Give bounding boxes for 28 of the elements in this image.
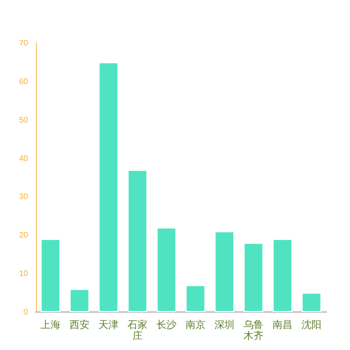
x-tick-label: 沈阳 (302, 319, 322, 331)
x-tick-label: 上海 (40, 319, 60, 331)
y-tick-label: 0 (24, 308, 29, 316)
x-tick-label: 石家庄 (128, 319, 148, 342)
x-tick-label: 南京 (186, 319, 206, 331)
y-tick-label: 50 (19, 115, 29, 124)
x-tick-label: 长沙 (156, 319, 176, 331)
y-tick-label: 70 (19, 38, 29, 48)
bar (214, 231, 234, 312)
x-tick-label: 乌鲁木齐 (244, 319, 264, 342)
y-tick-label: 10 (19, 269, 29, 278)
y-tick-label: 60 (19, 76, 29, 86)
y-tick-label: 30 (19, 192, 29, 202)
bar (186, 285, 206, 312)
y-tick-label: 40 (19, 154, 29, 163)
x-tick-label: 深圳 (214, 319, 234, 331)
x-tick-label: 天津 (98, 319, 118, 331)
bar (272, 238, 292, 312)
x-tick-label: 南昌 (272, 319, 292, 331)
bar (156, 227, 176, 312)
bar (98, 62, 118, 312)
bar (40, 238, 60, 312)
y-tick-label: 20 (19, 230, 29, 240)
bar (70, 288, 90, 312)
bar (128, 170, 148, 312)
x-tick-label: 西安 (70, 319, 90, 331)
bar (244, 242, 264, 312)
bar (302, 292, 322, 312)
